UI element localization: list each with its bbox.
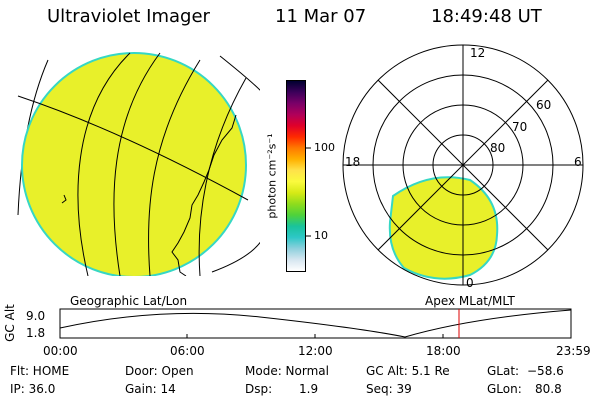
tick-1200: 12:00 <box>298 344 333 358</box>
status-gain: Gain: 14 <box>125 382 176 396</box>
status-dsp-value: 1.9 <box>299 382 319 396</box>
geographic-image-panel <box>17 52 260 276</box>
polar-label-0: 0 <box>466 276 474 290</box>
status-door: Door: Open <box>125 364 194 378</box>
colorbar-ticks <box>306 147 311 237</box>
timeline-ymin: 1.8 <box>26 326 46 340</box>
status-dsp-label: Dsp: <box>245 382 273 396</box>
polar-lat-70: 70 <box>512 120 528 134</box>
timeline-axis-title: GC Alt <box>3 304 17 342</box>
polar-label-12: 12 <box>470 46 486 60</box>
status-glat-value: −58.6 <box>527 364 564 378</box>
polar-plot <box>342 44 584 286</box>
status-seq: Seq: 39 <box>366 382 412 396</box>
polar-lat-80: 80 <box>490 141 506 155</box>
status-glon-label: GLon: <box>487 382 522 396</box>
polar-lat-60: 60 <box>536 98 552 112</box>
tick-0000: 00:00 <box>43 344 78 358</box>
status-glon-value: 80.8 <box>535 382 562 396</box>
polar-label-18: 18 <box>345 155 361 169</box>
altitude-curve <box>59 309 572 338</box>
geo-outer-curve-right <box>211 241 260 273</box>
tick-0600: 06:00 <box>170 344 205 358</box>
tick-1800: 18:00 <box>426 344 461 358</box>
colorbar-tick-10: 10 <box>314 229 328 242</box>
tick-2359: 23:59 <box>556 344 591 358</box>
instrument-title: Ultraviolet Imager <box>47 6 210 27</box>
altitude-timeline <box>59 308 572 339</box>
polar-label-6: 6 <box>574 155 582 169</box>
coastline <box>171 114 237 276</box>
status-flt: Flt: HOME <box>10 364 70 378</box>
timeline-ymax: 9.0 <box>26 309 46 323</box>
status-glat-label: GLat: <box>487 364 520 378</box>
apex-label: Apex MLat/MLT <box>425 294 515 308</box>
colorbar-unit-label: photon cm⁻²s⁻¹ <box>265 133 279 219</box>
colorbar <box>286 80 306 272</box>
observation-date: 11 Mar 07 <box>275 6 367 27</box>
geographic-label: Geographic Lat/Lon <box>70 294 188 308</box>
colorbar-tick-100: 100 <box>314 141 335 154</box>
status-mode: Mode: Normal <box>245 364 329 378</box>
aurora-disc-polar <box>388 176 499 280</box>
aurora-disc-geo <box>21 52 247 276</box>
observation-time: 18:49:48 UT <box>431 6 542 27</box>
geo-outer-curve-top <box>219 55 260 91</box>
status-ip: IP: 36.0 <box>10 382 56 396</box>
status-gc-alt: GC Alt: 5.1 Re <box>366 364 450 378</box>
